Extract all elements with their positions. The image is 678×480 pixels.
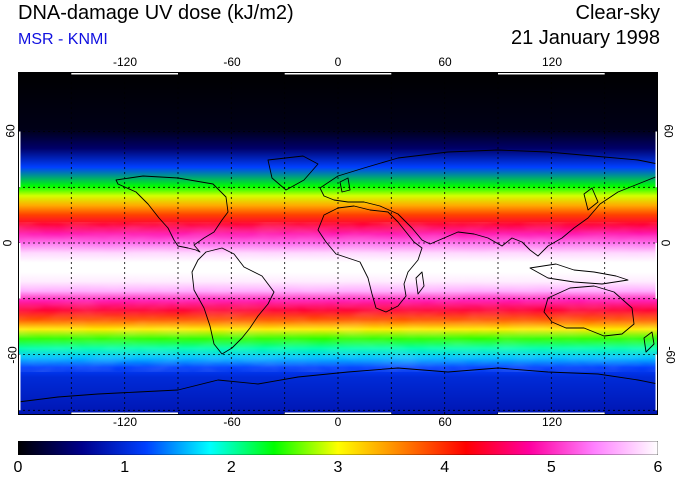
coast-indonesia	[529, 263, 629, 285]
coast-africa	[317, 205, 423, 313]
colorbar-label: 1	[120, 459, 130, 476]
coast-japan	[583, 187, 599, 211]
coast-uk	[339, 177, 351, 193]
lon-tick-bottom: -120	[112, 415, 138, 429]
date-label: 21 January 1998	[510, 27, 660, 49]
coast-new-zealand	[643, 331, 655, 353]
colorbar-label: 0	[13, 459, 23, 476]
lon-tick-top: -120	[112, 55, 138, 69]
coast-eurasia	[319, 149, 658, 257]
lon-tick-bottom: 120	[541, 415, 563, 429]
uv-dose-map	[18, 72, 658, 415]
colorbar-ramp	[18, 441, 658, 455]
graticule	[18, 72, 658, 415]
sky-condition-label: Clear-sky	[575, 2, 660, 24]
lon-tick-top: -60	[223, 55, 241, 69]
lon-tick-bottom: 0	[334, 415, 342, 429]
lat-tick-left: 60	[3, 124, 18, 138]
map-title: DNA-damage UV dose (kJ/m2)	[18, 2, 294, 24]
colorbar-label: 5	[546, 459, 556, 476]
coastlines	[18, 149, 658, 403]
colorbar-label: 2	[226, 459, 236, 476]
map-frame	[18, 72, 658, 415]
coast-north-america	[115, 175, 229, 253]
coast-south-america	[191, 247, 275, 355]
coast-greenland	[267, 155, 319, 191]
source-label: MSR - KNMI	[18, 31, 108, 48]
lat-tick-right: -60	[663, 346, 678, 364]
lat-tick-left: 0	[0, 239, 15, 247]
colorbar	[18, 441, 658, 455]
lon-tick-bottom: -60	[223, 415, 241, 429]
coast-madagascar	[415, 271, 425, 295]
lon-tick-bottom: 60	[438, 415, 452, 429]
colorbar-label: 3	[333, 459, 343, 476]
colorbar-label: 6	[653, 459, 663, 476]
coast-antarctica	[18, 367, 658, 403]
coast-australia	[543, 285, 635, 337]
lon-tick-top: 120	[541, 55, 563, 69]
lon-tick-top: 60	[438, 55, 452, 69]
colorbar-label: 4	[440, 459, 450, 476]
lat-tick-right: 60	[661, 124, 676, 138]
lat-tick-right: 0	[658, 239, 673, 247]
lon-tick-top: 0	[334, 55, 342, 69]
